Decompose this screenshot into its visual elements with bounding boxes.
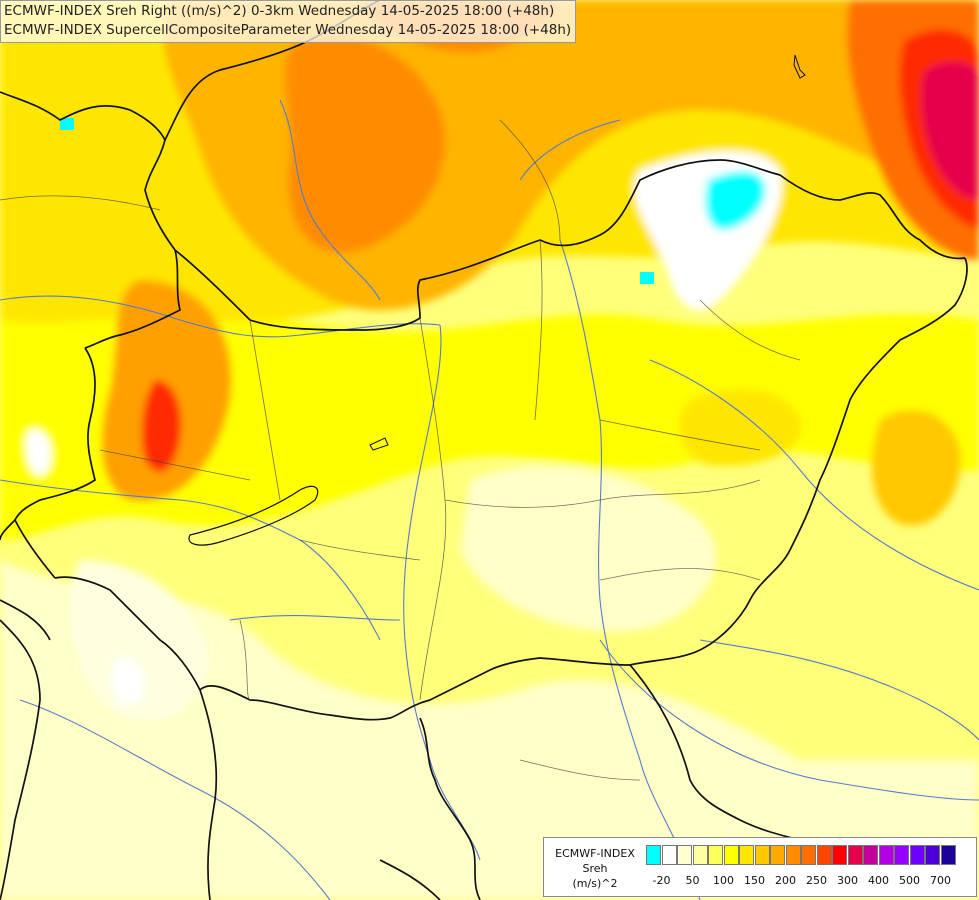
rivers	[0, 99, 979, 900]
legend-swatch	[723, 845, 739, 865]
legend-swatch	[832, 845, 847, 865]
legend-swatch	[925, 845, 940, 865]
legend-tick-label: 500	[899, 874, 920, 887]
lake-balaton	[188, 485, 319, 546]
legend-source: ECMWF-INDEX	[555, 847, 635, 860]
legend-tick-label: 400	[868, 874, 889, 887]
legend-swatch	[878, 845, 894, 865]
legend-tick-label: 250	[806, 874, 827, 887]
legend-tick-label: 200	[775, 874, 796, 887]
dark-orange-core	[284, 34, 446, 253]
title-line-2: ECMWF-INDEX SupercellCompositeParameter …	[4, 22, 572, 38]
color-legend: ECMWF-INDEX Sreh (m/s)^2 -20 50 100 150 200 2…	[543, 837, 977, 897]
legend-swatch	[754, 845, 770, 865]
legend-variable: Sreh	[582, 862, 608, 875]
pale-zone-west	[69, 560, 210, 721]
legend-swatch	[785, 845, 801, 865]
legend-swatch	[770, 845, 785, 865]
cyan-zone-north	[705, 171, 766, 231]
legend-unit: (m/s)^2	[572, 877, 618, 890]
legend-title: ECMWF-INDEX Sreh (m/s)^2	[547, 846, 643, 891]
red-zone-west	[141, 380, 182, 472]
legend-swatch	[801, 845, 816, 865]
legend-tick-label: 150	[744, 874, 765, 887]
legend-tick-label: 100	[713, 874, 734, 887]
orange-zone-east	[871, 410, 961, 526]
legend-swatch	[708, 845, 723, 865]
cyan-spot-north	[640, 272, 654, 284]
legend-swatch	[661, 845, 677, 865]
lake-small-2	[793, 54, 806, 79]
legend-swatch	[692, 845, 708, 865]
legend-swatch	[847, 845, 863, 865]
lake-small-1	[369, 437, 389, 451]
legend-swatch	[863, 845, 878, 865]
legend-swatch	[894, 845, 909, 865]
legend-tick-label: -20	[652, 874, 671, 887]
legend-tick-label: 50	[685, 874, 700, 887]
white-zone-southwest	[111, 658, 145, 705]
legend-swatch	[646, 845, 661, 865]
legend-tick-label: 700	[930, 874, 951, 887]
title-line-1: ECMWF-INDEX Sreh Right ((m/s)^2) 0-3km W…	[4, 3, 555, 19]
gold-zone-east	[679, 389, 802, 466]
legend-swatch	[677, 845, 692, 865]
crimson-zone-northeast	[920, 61, 979, 200]
cyan-spot-northwest	[60, 118, 74, 130]
legend-swatch	[739, 845, 754, 865]
white-zone-west	[25, 429, 52, 476]
legend-swatch	[816, 845, 832, 865]
map-title: ECMWF-INDEX Sreh Right ((m/s)^2) 0-3km W…	[0, 0, 577, 43]
legend-tick-label: 300	[837, 874, 858, 887]
legend-swatch	[909, 845, 925, 865]
admin-borders	[0, 119, 801, 781]
legend-swatch	[940, 845, 956, 865]
